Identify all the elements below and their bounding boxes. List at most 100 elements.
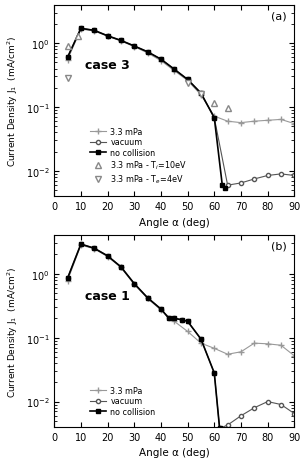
3.3 mPa	[279, 343, 283, 348]
3.3 mPa - T$_i$=10eV	[212, 101, 216, 106]
Line: 3.3 mPa: 3.3 mPa	[64, 242, 298, 359]
3.3 mPa	[146, 51, 149, 56]
vacuum	[186, 319, 189, 325]
no collision	[223, 185, 227, 191]
no collision	[132, 281, 136, 287]
vacuum	[132, 281, 136, 287]
Text: (a): (a)	[271, 11, 287, 21]
vacuum	[66, 276, 69, 282]
no collision	[218, 426, 222, 432]
3.3 mPa	[172, 69, 176, 74]
3.3 mPa	[92, 246, 96, 252]
3.3 mPa	[199, 341, 203, 346]
vacuum	[106, 254, 110, 259]
3.3 mPa	[252, 119, 256, 125]
vacuum	[172, 67, 176, 73]
3.3 mPa	[199, 93, 203, 99]
vacuum	[226, 422, 230, 428]
Line: no collision: no collision	[65, 27, 227, 191]
3.3 mPa	[172, 319, 176, 325]
Legend: 3.3 mPa, vacuum, no collision, 3.3 mPa - T$_i$=10eV, 3.3 mPa - T$_e$=4eV: 3.3 mPa, vacuum, no collision, 3.3 mPa -…	[87, 125, 190, 189]
vacuum	[92, 29, 96, 34]
3.3 mPa	[212, 114, 216, 119]
3.3 mPa	[79, 27, 83, 33]
3.3 mPa	[159, 59, 163, 64]
vacuum	[181, 317, 184, 323]
no collision	[186, 77, 189, 83]
no collision	[167, 316, 171, 321]
3.3 mPa - T$_e$=4eV	[186, 81, 189, 87]
3.3 mPa	[132, 45, 136, 50]
3.3 mPa	[239, 120, 243, 126]
no collision	[159, 307, 163, 312]
vacuum	[79, 242, 83, 247]
3.3 mPa	[186, 79, 189, 84]
vacuum	[172, 316, 176, 321]
vacuum	[212, 116, 216, 121]
3.3 mPa	[79, 243, 83, 248]
no collision	[181, 317, 184, 323]
vacuum	[119, 38, 123, 44]
3.3 mPa	[119, 39, 123, 44]
no collision	[92, 29, 96, 34]
vacuum	[226, 183, 230, 188]
3.3 mPa - T$_i$=10eV	[76, 34, 80, 40]
no collision	[146, 50, 149, 56]
vacuum	[239, 413, 243, 419]
3.3 mPa - T$_e$=4eV	[66, 76, 69, 82]
no collision	[79, 26, 83, 32]
3.3 mPa	[92, 29, 96, 35]
no collision	[106, 254, 110, 259]
no collision	[186, 319, 189, 325]
X-axis label: Angle α (deg): Angle α (deg)	[139, 217, 210, 227]
vacuum	[218, 426, 222, 432]
Y-axis label: Current Density J$_1$  (mA/cm$^2$): Current Density J$_1$ (mA/cm$^2$)	[6, 36, 20, 167]
3.3 mPa	[226, 352, 230, 357]
3.3 mPa - T$_i$=10eV	[66, 44, 69, 50]
vacuum	[293, 173, 296, 179]
3.3 mPa	[66, 58, 69, 63]
no collision	[199, 91, 203, 97]
vacuum	[252, 177, 256, 182]
3.3 mPa	[266, 118, 270, 124]
vacuum	[159, 57, 163, 63]
no collision	[172, 316, 176, 321]
Text: (b): (b)	[271, 241, 287, 251]
3.3 mPa	[293, 122, 296, 127]
vacuum	[279, 402, 283, 407]
3.3 mPa	[266, 341, 270, 347]
no collision	[92, 246, 96, 251]
vacuum	[79, 26, 83, 32]
3.3 mPa	[212, 346, 216, 351]
3.3 mPa	[106, 34, 110, 40]
X-axis label: Angle α (deg): Angle α (deg)	[139, 447, 210, 457]
Y-axis label: Current Density J$_1$  (mA/cm$^2$): Current Density J$_1$ (mA/cm$^2$)	[6, 266, 20, 397]
3.3 mPa - T$_i$=10eV	[226, 106, 230, 112]
no collision	[212, 370, 216, 376]
vacuum	[119, 264, 123, 270]
Line: 3.3 mPa - T$_e$=4eV: 3.3 mPa - T$_e$=4eV	[65, 76, 204, 98]
no collision	[119, 264, 123, 270]
vacuum	[92, 246, 96, 251]
vacuum	[252, 405, 256, 411]
3.3 mPa	[252, 341, 256, 346]
Line: vacuum: vacuum	[65, 27, 297, 188]
vacuum	[266, 399, 270, 405]
no collision	[79, 242, 83, 247]
Line: no collision: no collision	[65, 242, 227, 438]
3.3 mPa	[239, 349, 243, 355]
vacuum	[212, 370, 216, 376]
no collision	[172, 67, 176, 73]
vacuum	[239, 181, 243, 186]
no collision	[212, 116, 216, 121]
vacuum	[159, 307, 163, 312]
vacuum	[146, 295, 149, 301]
3.3 mPa	[119, 265, 123, 271]
no collision	[132, 44, 136, 50]
no collision	[146, 295, 149, 301]
Legend: 3.3 mPa, vacuum, no collision: 3.3 mPa, vacuum, no collision	[87, 383, 159, 419]
Line: vacuum: vacuum	[65, 243, 297, 431]
no collision	[66, 56, 69, 61]
no collision	[106, 34, 110, 39]
vacuum	[186, 77, 189, 83]
